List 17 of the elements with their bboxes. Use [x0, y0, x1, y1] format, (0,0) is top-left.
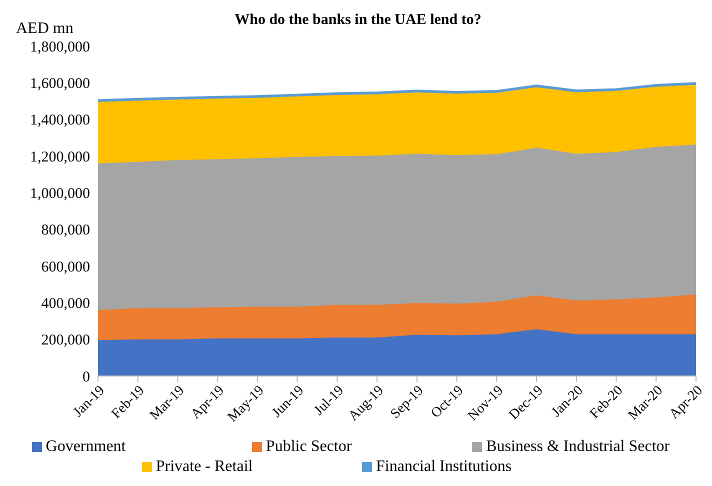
y-tick-label: 600,000 [41, 259, 90, 276]
legend-label: Government [46, 438, 126, 455]
y-axis-title: AED mn [16, 20, 74, 38]
y-tick-label: 800,000 [41, 222, 90, 239]
y-tick-label: 1,200,000 [30, 149, 90, 166]
y-tick-label: 1,400,000 [30, 112, 90, 129]
y-tick-label: 1,800,000 [30, 39, 90, 56]
y-tick-label: 400,000 [41, 296, 90, 312]
chart-title: Who do the banks in the UAE lend to? [234, 12, 482, 28]
y-tick-label: 1,600,000 [30, 76, 90, 92]
legend-label: Private - Retail [156, 458, 253, 475]
legend-label: Financial Institutions [376, 458, 512, 475]
y-tick-label: 0 [82, 369, 90, 386]
legend-label: Business & Industrial Sector [486, 438, 670, 455]
legend-label: Public Sector [266, 438, 352, 455]
y-tick-label: 200,000 [41, 332, 90, 349]
y-tick-label: 1,000,000 [30, 186, 90, 202]
